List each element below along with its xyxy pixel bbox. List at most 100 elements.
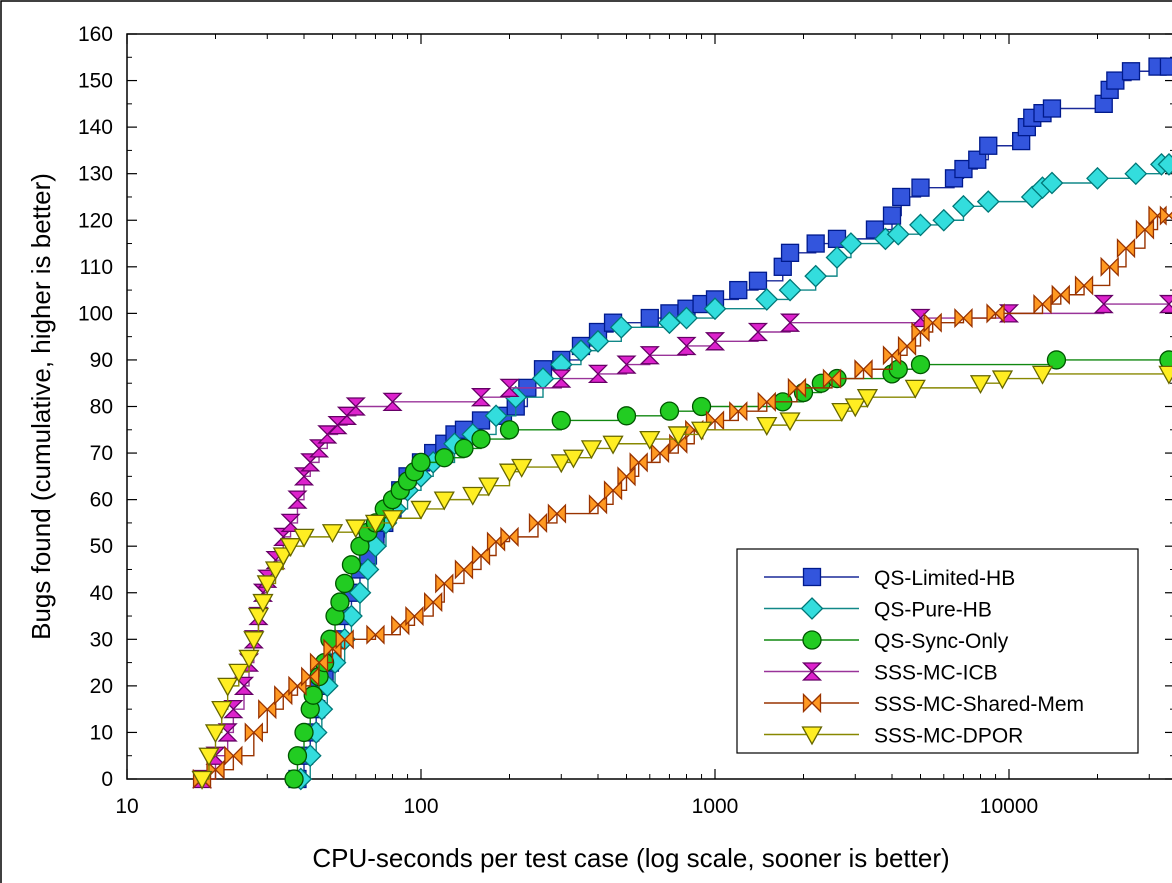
data-point <box>287 746 308 766</box>
data-point <box>301 666 320 687</box>
data-point <box>224 745 243 766</box>
data-point <box>1093 294 1114 314</box>
y-axis: 0 10 20 30 40 50 60 70 80 90 100 110 120 130 140 150 160 <box>78 23 1172 791</box>
data-point <box>462 486 484 506</box>
data-point <box>247 607 270 627</box>
data-point <box>629 452 648 473</box>
data-point <box>336 406 358 425</box>
data-point <box>580 440 603 460</box>
data-point <box>345 519 367 539</box>
data-point <box>976 190 1000 214</box>
y-tick-label: 50 <box>90 535 113 558</box>
data-point <box>616 406 637 426</box>
data-point <box>969 375 992 395</box>
x-tick-label: 10000 <box>980 795 1038 818</box>
data-point <box>410 500 432 520</box>
legend-label: SSS-MC-DPOR <box>874 725 1023 748</box>
data-point <box>191 770 213 790</box>
y-tick-label: 10 <box>90 721 113 744</box>
data-point <box>1051 284 1070 305</box>
data-point <box>279 538 302 558</box>
data-point <box>293 528 315 548</box>
data-point <box>909 213 932 237</box>
data-point <box>968 150 987 169</box>
data-point <box>499 420 520 440</box>
data-point <box>911 178 930 197</box>
data-point <box>528 512 548 533</box>
data-point <box>780 243 800 262</box>
data-point <box>243 631 265 651</box>
y-axis-label: Bugs found (cumulative, higher is better… <box>26 173 56 640</box>
data-point <box>217 677 239 697</box>
y-tick-label: 100 <box>78 302 113 325</box>
data-point <box>341 555 362 575</box>
data-point <box>280 513 301 533</box>
y-tick-label: 20 <box>90 675 113 698</box>
x-tick-label: 1000 <box>692 795 739 818</box>
y-tick-label: 40 <box>90 582 113 605</box>
data-point <box>382 392 403 411</box>
x-tick-label: 10 <box>115 795 138 818</box>
data-point <box>747 322 769 342</box>
data-point <box>844 398 866 418</box>
data-point <box>1040 171 1064 195</box>
y-tick-label: 160 <box>78 23 113 46</box>
data-point <box>252 593 274 613</box>
data-point <box>204 724 227 744</box>
y-tick-label: 110 <box>80 256 113 279</box>
data-point <box>675 306 698 330</box>
data-point <box>405 605 424 627</box>
legend-label: SSS-MC-ICB <box>874 662 998 685</box>
series-QS-Sync-Only <box>284 350 1172 789</box>
data-point <box>822 368 842 389</box>
data-point <box>471 429 491 449</box>
data-point <box>757 391 776 412</box>
data-point <box>499 378 520 398</box>
data-point <box>729 401 748 422</box>
data-point <box>991 370 1014 390</box>
data-point <box>335 629 354 650</box>
data-point <box>433 491 455 511</box>
legend-swatch-marker <box>801 726 823 746</box>
data-point <box>1106 71 1125 90</box>
data-point <box>454 438 474 459</box>
data-point <box>587 364 609 384</box>
data-point <box>667 426 689 446</box>
y-tick-label: 150 <box>78 70 113 93</box>
y-tick-label: 70 <box>90 442 113 465</box>
data-point <box>779 412 801 432</box>
data-point <box>434 448 454 468</box>
data-point <box>904 379 926 399</box>
data-point <box>303 685 323 705</box>
y-tick-label: 80 <box>90 396 113 419</box>
data-point <box>676 336 697 356</box>
series-SSS-MC-DPOR <box>191 365 1172 790</box>
data-point <box>569 339 593 363</box>
data-point <box>1159 57 1172 76</box>
data-point <box>640 308 659 328</box>
y-tick-label: 0 <box>101 768 113 791</box>
legend-swatch-marker <box>802 692 822 714</box>
data-point <box>787 377 807 398</box>
data-point <box>755 287 779 311</box>
x-axis-label: CPU-seconds per test case (log scale, so… <box>312 843 949 873</box>
data-point <box>1158 365 1172 385</box>
data-point <box>511 458 533 478</box>
data-point <box>1031 365 1054 385</box>
data-point <box>1135 219 1155 240</box>
data-point <box>1100 256 1119 277</box>
data-point <box>238 649 260 669</box>
data-point <box>317 425 338 444</box>
data-point <box>198 747 220 767</box>
data-point <box>729 280 748 300</box>
data-point <box>954 159 973 179</box>
data-point <box>910 354 931 375</box>
data-point <box>1124 162 1148 186</box>
data-point <box>294 722 314 743</box>
legend-label: QS-Limited-HB <box>874 567 1015 590</box>
data-point <box>345 397 366 416</box>
y-tick-label: 90 <box>90 349 113 372</box>
data-point <box>932 208 956 232</box>
data-point <box>616 355 637 374</box>
legend-swatch-marker <box>800 597 824 620</box>
